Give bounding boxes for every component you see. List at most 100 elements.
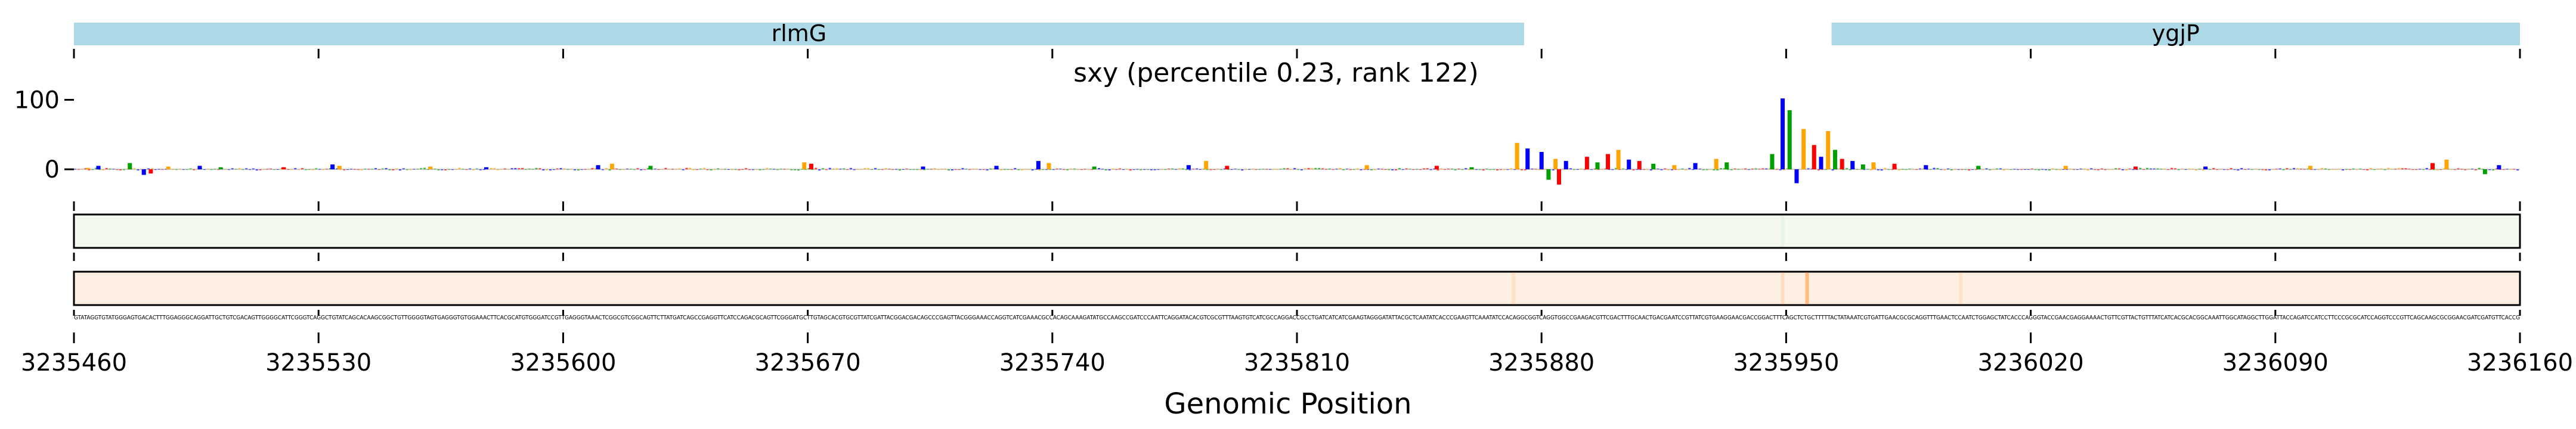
logo-noise-mark <box>1307 168 1310 170</box>
logo-noise-mark <box>902 169 905 170</box>
logo-noise-mark <box>738 169 741 170</box>
logo-noise-mark <box>441 169 444 170</box>
logo-noise-mark <box>2121 169 2124 170</box>
logo-noise-mark <box>1608 169 1611 170</box>
logo-peak-33 <box>1553 158 1558 170</box>
logo-noise-mark <box>1957 169 1960 170</box>
logo-peak-13 <box>596 165 600 170</box>
logo-noise-mark <box>116 169 119 170</box>
logo-noise-mark <box>1363 169 1366 170</box>
logo-noise-mark <box>619 169 622 170</box>
logo-noise-mark <box>734 169 737 170</box>
logo-noise-mark <box>538 168 541 170</box>
logo-noise-mark <box>1262 169 1265 170</box>
logo-noise-mark <box>217 169 220 170</box>
logo-noise-mark <box>2135 169 2138 170</box>
logo-noise-mark <box>1838 168 1841 170</box>
logo-noise-mark <box>1891 169 1894 170</box>
x-tick-label-9: 3236090 <box>2222 349 2329 377</box>
logo-noise-mark <box>871 169 874 170</box>
logo-noise-mark <box>1122 169 1125 170</box>
logo-noise-mark <box>623 169 626 170</box>
logo-noise-mark <box>178 169 181 170</box>
logo-noise-mark <box>1391 169 1394 170</box>
logo-peak-41 <box>1637 161 1642 170</box>
logo-noise-mark <box>2010 169 2012 170</box>
logo-noise-mark <box>1649 169 1652 171</box>
logo-noise-mark <box>242 169 244 170</box>
logo-noise-mark <box>1901 169 1904 170</box>
logo-noise-mark <box>304 169 307 170</box>
logo-noise-mark <box>1140 169 1143 170</box>
logo-peak-31 <box>1539 152 1544 170</box>
logo-noise-mark <box>993 167 996 170</box>
logo-peak-35 <box>1563 161 1568 170</box>
logo-noise-mark <box>916 169 919 170</box>
logo-noise-mark <box>748 169 751 170</box>
logo-noise-mark <box>601 169 604 170</box>
logo-noise-mark <box>458 167 461 170</box>
logo-peak-70 <box>2497 165 2501 170</box>
logo-noise-mark <box>294 168 297 170</box>
logo-noise-mark <box>1227 169 1230 170</box>
logo-noise-mark <box>1436 169 1439 171</box>
logo-noise-mark <box>1953 169 1956 170</box>
chart-title: sxy (percentile 0.23, rank 122) <box>1073 58 1479 88</box>
logo-noise-mark <box>1290 169 1293 170</box>
logo-noise-mark <box>2058 169 2061 170</box>
logo-peak-48 <box>1781 98 1785 170</box>
logo-noise-mark <box>2145 167 2148 170</box>
gene-bar-rlmG <box>74 23 1524 45</box>
logo-noise-mark <box>1206 169 1209 170</box>
logo-peak-40 <box>1627 159 1631 170</box>
logo-noise-mark <box>1664 168 1667 170</box>
logo-noise-mark <box>147 168 150 170</box>
logo-noise-mark <box>2436 169 2439 170</box>
logo-noise-mark <box>584 169 587 170</box>
logo-noise-mark <box>2086 169 2089 171</box>
logo-noise-mark <box>1587 169 1590 170</box>
logo-noise-mark <box>1989 169 1992 170</box>
logo-noise-mark <box>1842 169 1845 170</box>
logo-peak-49 <box>1787 110 1792 170</box>
logo-noise-mark <box>413 169 416 170</box>
logo-noise-mark <box>1793 169 1796 170</box>
logo-noise-mark <box>524 169 527 170</box>
logo-noise-mark <box>2156 168 2159 170</box>
logo-noise-mark <box>1572 169 1575 170</box>
logo-noise-mark <box>1213 169 1216 170</box>
logo-noise-mark <box>2094 169 2097 170</box>
logo-noise-mark <box>1352 169 1355 170</box>
logo-noise-mark <box>867 168 870 170</box>
logo-noise-mark <box>1541 169 1544 170</box>
logo-noise-mark <box>912 169 915 170</box>
logo-noise-mark <box>2317 169 2320 170</box>
logo-noise-mark <box>595 167 597 170</box>
logo-noise-mark <box>1929 169 1932 170</box>
logo-noise-mark <box>1388 169 1391 170</box>
logo-noise-mark <box>503 168 506 170</box>
logo-noise-mark <box>1677 169 1680 170</box>
logo-noise-mark <box>2230 167 2233 170</box>
logo-noise-mark <box>968 169 971 170</box>
logo-noise-mark <box>549 169 552 171</box>
logo-noise-mark <box>776 169 779 170</box>
logo-noise-mark <box>1915 169 1918 170</box>
logo-noise-mark <box>745 168 748 170</box>
logo-noise-mark <box>1147 169 1150 170</box>
logo-noise-mark <box>1905 169 1908 170</box>
logo-noise-mark <box>835 168 838 170</box>
logo-noise-mark <box>1293 167 1296 170</box>
logo-noise-mark <box>979 169 982 170</box>
logo-noise-mark <box>1283 168 1286 170</box>
logo-noise-mark <box>1922 167 1925 170</box>
logo-noise-mark <box>2104 169 2107 170</box>
logo-peak-39 <box>1616 150 1621 170</box>
logo-noise-mark <box>696 169 699 170</box>
logo-peak-62 <box>1976 166 1981 170</box>
logo-noise-mark <box>1108 169 1111 171</box>
logo-noise-mark <box>1545 169 1548 170</box>
logo-noise-mark <box>2509 169 2512 170</box>
logo-noise-mark <box>552 169 555 170</box>
logo-noise-mark <box>1454 169 1457 170</box>
